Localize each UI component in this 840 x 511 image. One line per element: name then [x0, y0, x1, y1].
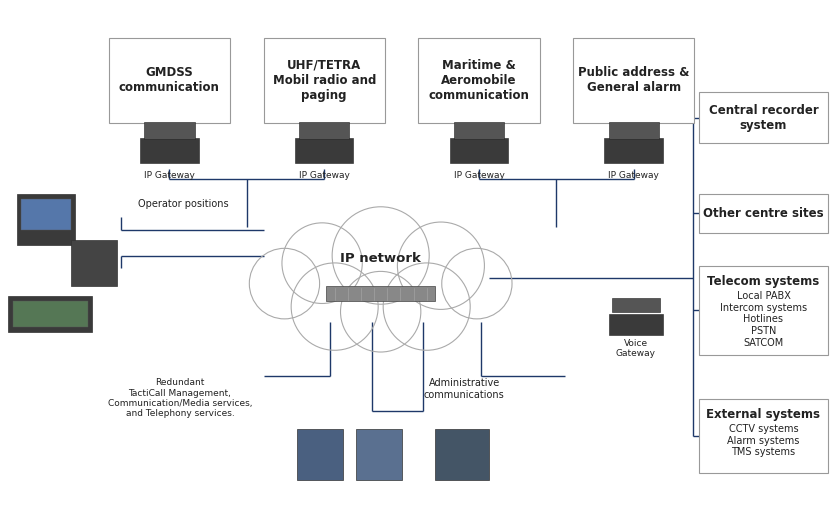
FancyBboxPatch shape	[699, 92, 828, 143]
FancyBboxPatch shape	[699, 194, 828, 233]
FancyBboxPatch shape	[8, 296, 92, 332]
FancyBboxPatch shape	[609, 314, 663, 336]
Ellipse shape	[282, 223, 362, 304]
Text: External systems: External systems	[706, 408, 821, 421]
Text: Voice
Gateway: Voice Gateway	[616, 339, 656, 358]
FancyBboxPatch shape	[609, 122, 659, 139]
FancyBboxPatch shape	[299, 122, 349, 139]
FancyBboxPatch shape	[612, 298, 659, 312]
Text: Telecom systems: Telecom systems	[707, 275, 820, 288]
FancyBboxPatch shape	[297, 429, 343, 480]
Text: Public address &
General alarm: Public address & General alarm	[578, 66, 690, 95]
Ellipse shape	[340, 271, 421, 352]
FancyBboxPatch shape	[573, 38, 695, 123]
Ellipse shape	[397, 222, 485, 309]
Text: Central recorder
system: Central recorder system	[709, 104, 818, 131]
Text: IP Gateway: IP Gateway	[454, 171, 504, 180]
FancyBboxPatch shape	[13, 301, 88, 327]
Text: UHF/TETRA
Mobil radio and
paging: UHF/TETRA Mobil radio and paging	[272, 59, 375, 102]
Text: IP Gateway: IP Gateway	[608, 171, 659, 180]
FancyBboxPatch shape	[21, 199, 71, 230]
FancyBboxPatch shape	[326, 286, 435, 301]
FancyBboxPatch shape	[140, 138, 199, 164]
FancyBboxPatch shape	[264, 38, 385, 123]
Text: Redundant
TactiCall Management,
Communication/Media services,
and Telephony serv: Redundant TactiCall Management, Communic…	[108, 378, 252, 419]
FancyBboxPatch shape	[295, 138, 354, 164]
FancyBboxPatch shape	[454, 122, 504, 139]
FancyBboxPatch shape	[605, 138, 663, 164]
FancyBboxPatch shape	[108, 38, 230, 123]
FancyBboxPatch shape	[17, 194, 76, 245]
Text: IP Gateway: IP Gateway	[299, 171, 349, 180]
FancyBboxPatch shape	[699, 266, 828, 355]
Text: Maritime &
Aeromobile
communication: Maritime & Aeromobile communication	[428, 59, 529, 102]
Ellipse shape	[383, 263, 470, 350]
FancyBboxPatch shape	[71, 240, 117, 286]
FancyBboxPatch shape	[699, 399, 828, 473]
Text: CCTV systems
Alarm systems
TMS systems: CCTV systems Alarm systems TMS systems	[727, 424, 800, 457]
FancyBboxPatch shape	[435, 429, 490, 480]
Text: Operator positions: Operator positions	[138, 199, 228, 210]
Ellipse shape	[442, 248, 512, 319]
Ellipse shape	[332, 207, 429, 304]
Text: Administrative
communications: Administrative communications	[424, 378, 505, 400]
Text: Local PABX
Intercom systems
Hotlines
PSTN
SATCOM: Local PABX Intercom systems Hotlines PST…	[720, 291, 807, 347]
FancyBboxPatch shape	[144, 122, 195, 139]
Text: Other centre sites: Other centre sites	[703, 207, 824, 220]
Text: IP network: IP network	[340, 251, 421, 265]
Text: GMDSS
communication: GMDSS communication	[119, 66, 220, 95]
Ellipse shape	[249, 248, 319, 319]
Text: IP Gateway: IP Gateway	[144, 171, 195, 180]
FancyBboxPatch shape	[355, 429, 402, 480]
Ellipse shape	[291, 263, 378, 350]
FancyBboxPatch shape	[449, 138, 508, 164]
FancyBboxPatch shape	[418, 38, 539, 123]
